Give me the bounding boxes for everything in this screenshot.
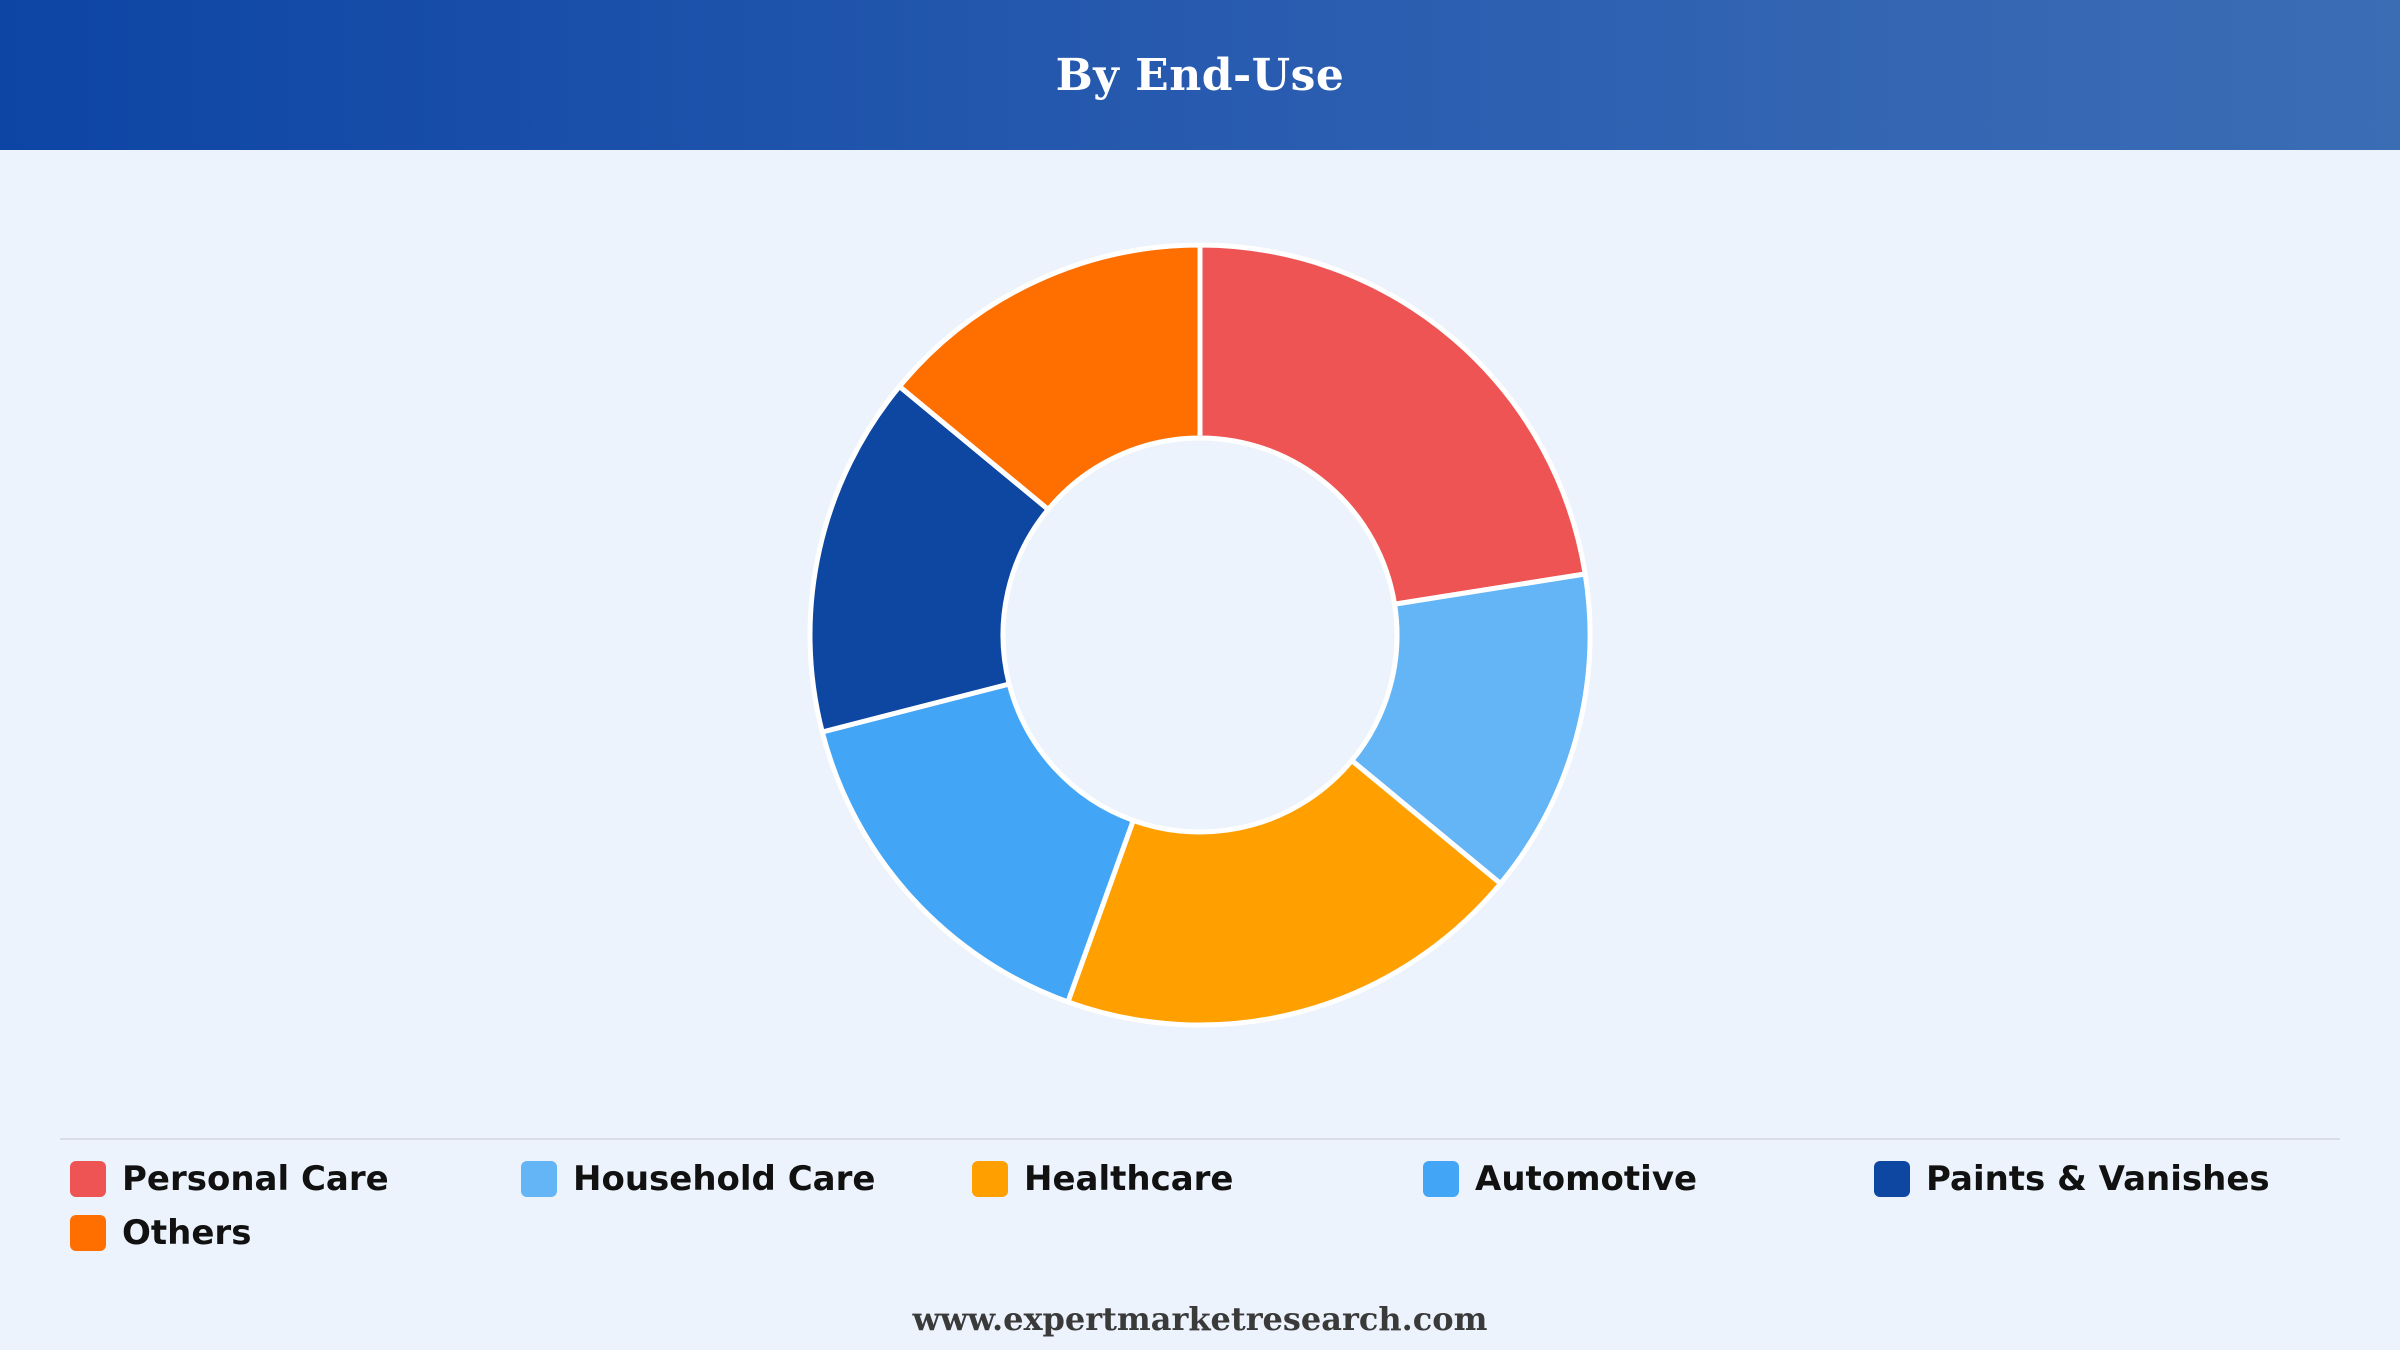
legend-swatch: [521, 1161, 557, 1197]
chart-area: [0, 150, 2400, 1130]
donut-slice-automotive[interactable]: [819, 681, 1136, 1005]
legend-swatch: [1874, 1161, 1910, 1197]
legend-swatch: [1423, 1161, 1459, 1197]
legend-label: Healthcare: [1024, 1159, 1234, 1199]
donut-slice-others[interactable]: [897, 242, 1203, 512]
donut-slice-personal-care[interactable]: [1197, 242, 1588, 607]
source-website: www.expertmarketresearch.com: [912, 1300, 1488, 1338]
donut-slice-healthcare[interactable]: [1065, 758, 1503, 1028]
legend-swatch: [70, 1215, 106, 1251]
chart-header: By End-Use: [0, 0, 2400, 150]
legend-divider: [60, 1138, 2340, 1140]
legend-label: Automotive: [1475, 1159, 1698, 1199]
legend-label: Paints & Vanishes: [1926, 1159, 2270, 1199]
legend-item-others[interactable]: Others: [70, 1206, 521, 1260]
legend-item-automotive[interactable]: Automotive: [1423, 1152, 1874, 1206]
donut-slice-paints-vanishes[interactable]: [807, 383, 1051, 735]
legend-label: Others: [122, 1213, 252, 1253]
legend-label: Household Care: [573, 1159, 876, 1199]
legend-swatch: [70, 1161, 106, 1197]
legend-item-personal-care[interactable]: Personal Care: [70, 1152, 521, 1206]
legend-item-household-care[interactable]: Household Care: [521, 1152, 972, 1206]
donut-slice-household-care[interactable]: [1349, 571, 1593, 887]
legend-label: Personal Care: [122, 1159, 389, 1199]
legend-item-healthcare[interactable]: Healthcare: [972, 1152, 1423, 1206]
donut-chart: [807, 242, 1593, 1028]
legend-item-paints-vanishes[interactable]: Paints & Vanishes: [1874, 1152, 2325, 1206]
chart-legend: Personal Care Household Care Healthcare …: [70, 1152, 2360, 1260]
legend-swatch: [972, 1161, 1008, 1197]
chart-title: By End-Use: [1055, 49, 1345, 101]
